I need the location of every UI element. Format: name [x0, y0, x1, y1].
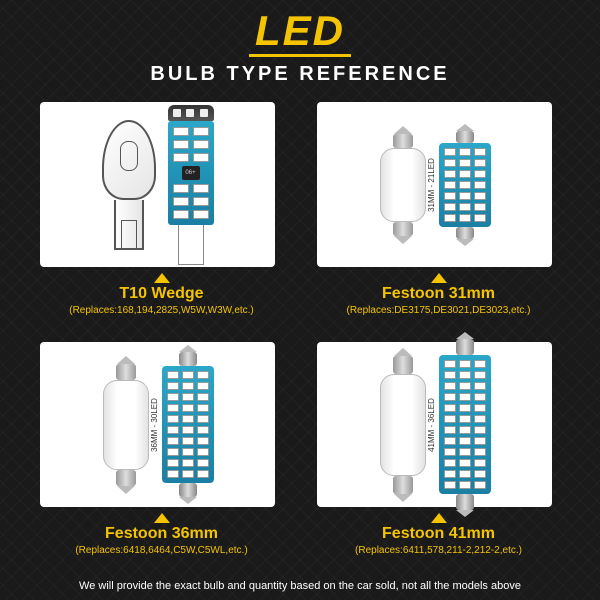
bulb-replaces: (Replaces:6418,6464,C5W,C5WL,etc.) — [40, 545, 283, 556]
bulb-cell: 41MM - 36LED Festoon 41mm (Replaces:6411… — [317, 342, 560, 556]
size-label: 31MM - 21LED — [427, 158, 436, 212]
bulb-plate: 36MM - 30LED — [40, 342, 275, 507]
bulb-name: T10 Wedge — [40, 285, 283, 303]
title-sub: BULB TYPE REFERENCE — [0, 63, 600, 86]
t10-glass-bulb — [102, 120, 156, 250]
t10-led-bulb: 06+ — [168, 105, 214, 265]
pointer-icon — [154, 513, 170, 523]
bulb-name: Festoon 31mm — [317, 285, 560, 303]
festoon-led-bulb: 31MM - 21LED — [439, 124, 491, 246]
size-label: 36MM - 30LED — [150, 398, 159, 452]
bulb-grid: 06+ T10 Wedge (Replaces:168,194,2825,W5W… — [0, 90, 600, 556]
festoon-glass-bulb — [102, 356, 150, 494]
bulb-replaces: (Replaces:168,194,2825,W5W,W3W,etc.) — [40, 305, 283, 316]
festoon-glass-bulb — [379, 348, 427, 502]
header: LED BULB TYPE REFERENCE — [0, 0, 600, 90]
bulb-replaces: (Replaces:6411,578,211-2,212-2,etc.) — [317, 545, 560, 556]
bulb-name: Festoon 41mm — [317, 525, 560, 543]
bulb-cell: 06+ T10 Wedge (Replaces:168,194,2825,W5W… — [40, 102, 283, 316]
bulb-name: Festoon 36mm — [40, 525, 283, 543]
bulb-plate: 41MM - 36LED — [317, 342, 552, 507]
size-label: 41MM - 36LED — [427, 398, 436, 452]
bulb-caption: Festoon 31mm (Replaces:DE3175,DE3021,DE3… — [317, 273, 560, 316]
bulb-cell: 36MM - 30LED Festoon 36mm (Replaces:6418… — [40, 342, 283, 556]
festoon-led-bulb: 36MM - 30LED — [162, 345, 214, 504]
bulb-replaces: (Replaces:DE3175,DE3021,DE3023,etc.) — [317, 305, 560, 316]
festoon-glass-bulb — [379, 126, 427, 244]
bulb-caption: Festoon 41mm (Replaces:6411,578,211-2,21… — [317, 513, 560, 556]
bulb-caption: T10 Wedge (Replaces:168,194,2825,W5W,W3W… — [40, 273, 283, 316]
footer-note: We will provide the exact bulb and quant… — [0, 580, 600, 592]
pointer-icon — [431, 273, 447, 283]
bulb-caption: Festoon 36mm (Replaces:6418,6464,C5W,C5W… — [40, 513, 283, 556]
title-led: LED — [249, 10, 351, 57]
bulb-plate: 06+ — [40, 102, 275, 267]
pointer-icon — [154, 273, 170, 283]
festoon-led-bulb: 41MM - 36LED — [439, 332, 491, 517]
bulb-plate: 31MM - 21LED — [317, 102, 552, 267]
bulb-cell: 31MM - 21LED Festoon 31mm (Replaces:DE31… — [317, 102, 560, 316]
